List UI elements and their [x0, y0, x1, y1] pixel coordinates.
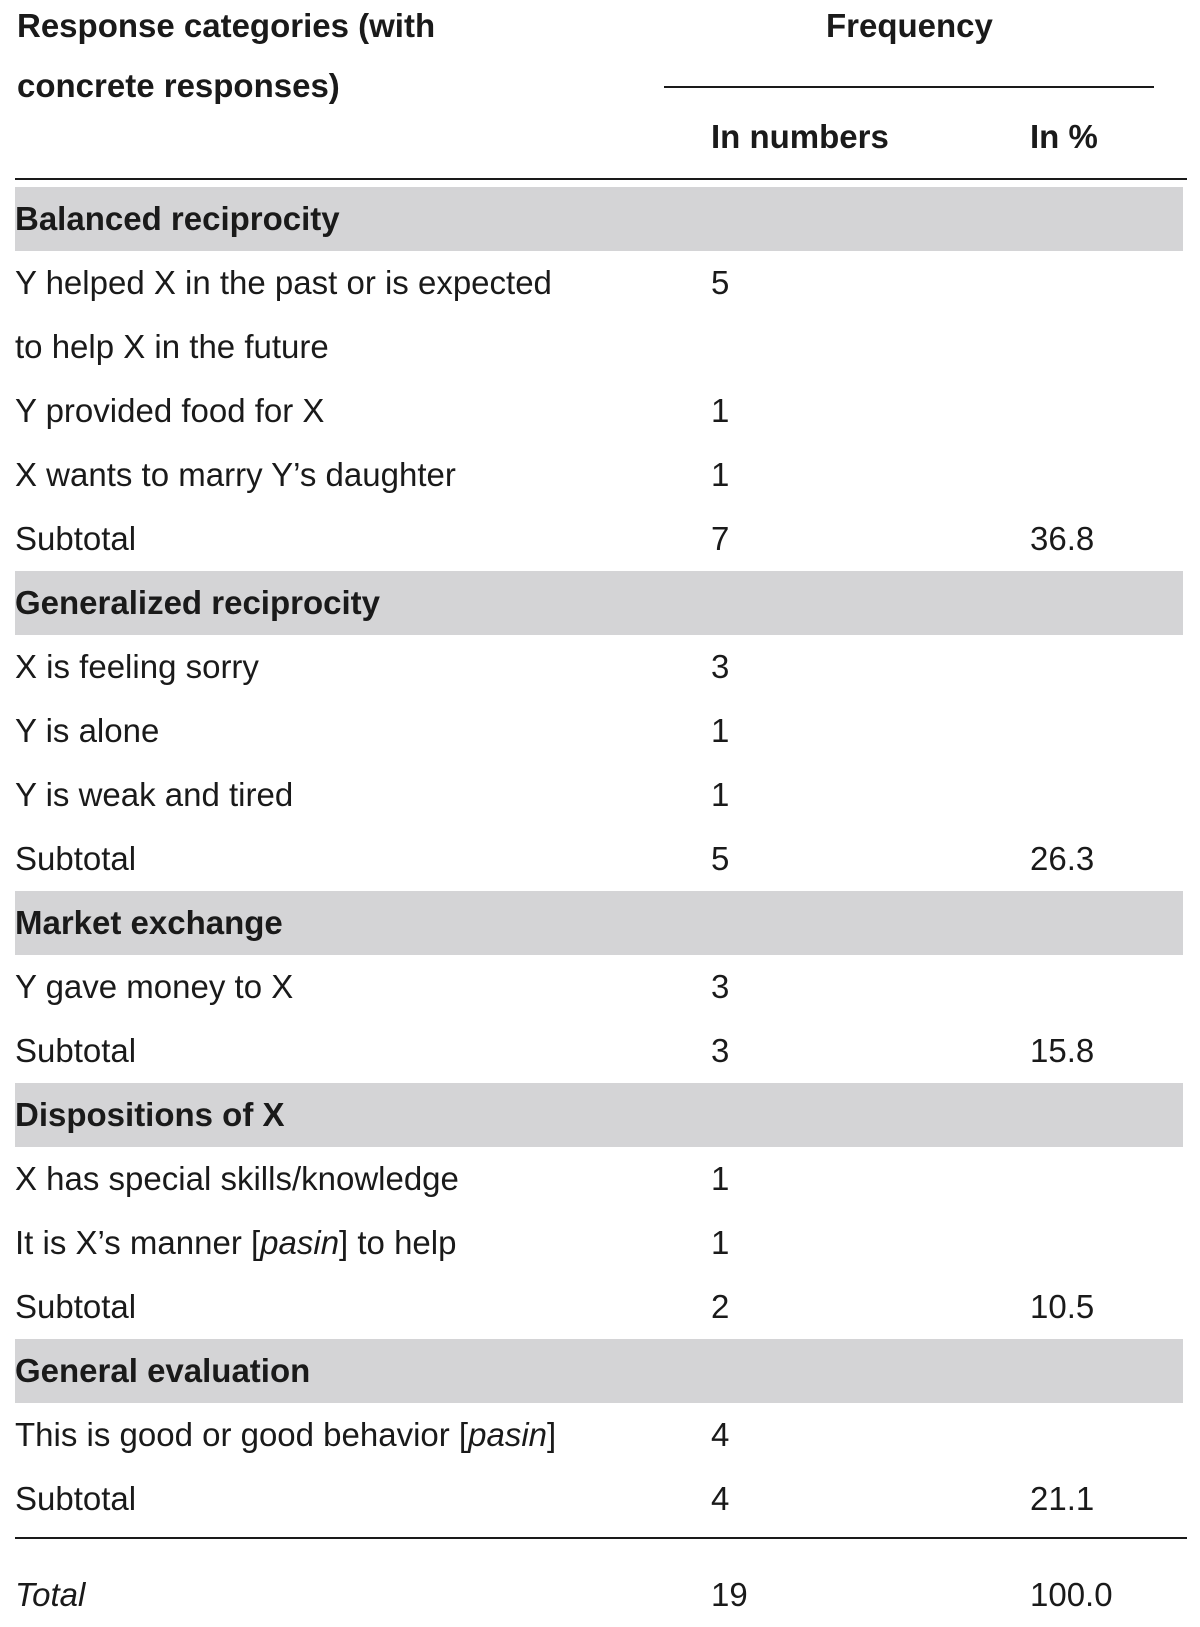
italic-term: pasin	[468, 1416, 547, 1453]
response-label: Y is weak and tired	[15, 776, 294, 813]
count-value: 3	[711, 648, 730, 685]
category-label: General evaluation	[15, 1352, 311, 1389]
label-text: ] to help	[339, 1224, 457, 1261]
table-row: Y is weak and tired 1	[0, 763, 1200, 827]
table-row: Y is alone 1	[0, 699, 1200, 763]
label-text: ]	[547, 1416, 557, 1453]
subtotal-row: Subtotal 5 26.3	[0, 827, 1200, 891]
count-value: 4	[711, 1480, 730, 1517]
response-label: Subtotal	[15, 840, 137, 877]
percent-value: 36.8	[1030, 520, 1095, 557]
category-label: Dispositions of X	[15, 1096, 285, 1133]
count-value: 1	[711, 1224, 730, 1261]
table-row: Y provided food for X 1	[0, 379, 1200, 443]
response-label: Subtotal	[15, 520, 137, 557]
column-header-in-percent: In %	[1030, 118, 1098, 155]
subtotal-row: Subtotal 2 10.5	[0, 1275, 1200, 1339]
response-label: Y provided food for X	[15, 392, 325, 429]
table-row: This is good or good behavior [pasin] 4	[0, 1403, 1200, 1467]
category-row: Generalized reciprocity	[0, 571, 1200, 635]
column-header-response-categories-line2: concrete responses)	[17, 67, 340, 104]
response-label: Subtotal	[15, 1288, 137, 1325]
response-label: X is feeling sorry	[15, 648, 259, 685]
response-label: Y helped X in the past or is expected	[15, 264, 552, 301]
response-label: It is X’s manner [pasin] to help	[15, 1211, 456, 1275]
count-value: 2	[711, 1288, 730, 1325]
total-top-rule	[15, 1537, 1187, 1539]
count-value: 5	[711, 840, 730, 877]
label-text: This is good or good behavior [	[15, 1416, 469, 1453]
category-label: Market exchange	[15, 904, 283, 941]
label-text: It is X’s manner [	[15, 1224, 261, 1261]
response-label: Y gave money to X	[15, 968, 294, 1005]
total-number: 19	[711, 1576, 748, 1613]
category-row: Dispositions of X	[0, 1083, 1200, 1147]
table-row: Y gave money to X 3	[0, 955, 1200, 1019]
count-value: 7	[711, 520, 730, 557]
column-header-response-categories-line1: Response categories (with	[17, 7, 436, 44]
table-row: X has special skills/knowledge 1	[0, 1147, 1200, 1211]
category-row: General evaluation	[0, 1339, 1200, 1403]
table-row: Y helped X in the past or is expected 5	[0, 251, 1200, 315]
category-band	[15, 1083, 1183, 1147]
category-row: Market exchange	[0, 891, 1200, 955]
total-row: Total 19 100.0	[0, 1563, 1200, 1627]
header-bottom-rule	[15, 178, 1187, 180]
column-header-frequency: Frequency	[826, 7, 993, 44]
frequency-underline	[664, 86, 1154, 88]
category-label: Balanced reciprocity	[15, 200, 340, 237]
italic-term: pasin	[260, 1224, 340, 1261]
response-label: This is good or good behavior [pasin]	[15, 1403, 556, 1467]
response-label: X wants to marry Y’s daughter	[15, 456, 456, 493]
response-label: Subtotal	[15, 1480, 137, 1517]
count-value: 1	[711, 392, 730, 429]
count-value: 1	[711, 456, 730, 493]
percent-value: 21.1	[1030, 1480, 1095, 1517]
category-band	[15, 571, 1183, 635]
subtotal-row: Subtotal 7 36.8	[0, 507, 1200, 571]
table-row: It is X’s manner [pasin] to help 1	[0, 1211, 1200, 1275]
total-percent: 100.0	[1030, 1576, 1113, 1613]
count-value: 1	[711, 712, 730, 749]
percent-value: 10.5	[1030, 1288, 1095, 1325]
percent-value: 15.8	[1030, 1032, 1095, 1069]
count-value: 1	[711, 776, 730, 813]
total-label: Total	[15, 1576, 86, 1613]
category-label: Generalized reciprocity	[15, 584, 380, 621]
subtotal-row: Subtotal 3 15.8	[0, 1019, 1200, 1083]
table-row: X wants to marry Y’s daughter 1	[0, 443, 1200, 507]
count-value: 5	[711, 264, 730, 301]
count-value: 3	[711, 968, 730, 1005]
category-band	[15, 891, 1183, 955]
count-value: 4	[711, 1416, 730, 1453]
table-row: to help X in the future	[0, 315, 1200, 379]
category-row: Balanced reciprocity	[0, 187, 1200, 251]
count-value: 3	[711, 1032, 730, 1069]
response-label: to help X in the future	[15, 328, 329, 365]
response-label: Y is alone	[15, 712, 160, 749]
response-label: Subtotal	[15, 1032, 137, 1069]
count-value: 1	[711, 1160, 730, 1197]
category-band	[15, 187, 1183, 251]
column-header-in-numbers: In numbers	[711, 118, 889, 155]
category-band	[15, 1339, 1183, 1403]
table-row: X is feeling sorry 3	[0, 635, 1200, 699]
response-label: X has special skills/knowledge	[15, 1160, 459, 1197]
subtotal-row: Subtotal 4 21.1	[0, 1467, 1200, 1531]
percent-value: 26.3	[1030, 840, 1095, 877]
